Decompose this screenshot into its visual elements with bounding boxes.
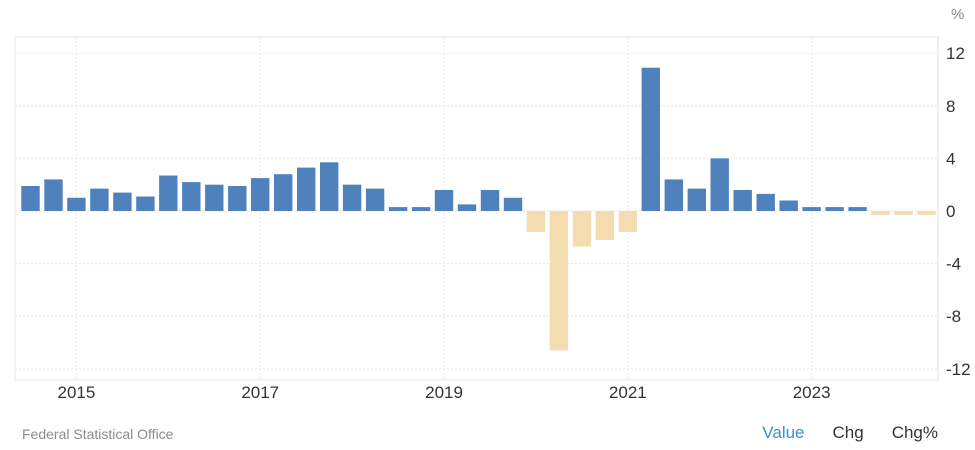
bar[interactable] [228,186,247,211]
y-tick-label: 0 [946,202,955,221]
bar[interactable] [641,67,660,211]
x-tick-label: 2021 [609,383,647,400]
bar[interactable] [871,211,890,215]
toggle-chg[interactable]: Chg [832,423,864,442]
bar[interactable] [779,200,798,212]
bar[interactable] [618,211,637,232]
bar[interactable] [342,184,362,211]
bar[interactable] [733,190,752,211]
x-tick-label: 2019 [425,383,463,400]
toggle-chg-pct[interactable]: Chg% [891,423,938,442]
bar[interactable] [595,211,615,240]
y-tick-label: -4 [946,255,961,274]
bar[interactable] [802,207,821,211]
y-tick-label: 8 [946,97,955,116]
y-axis-unit: % [951,6,965,23]
bar[interactable] [917,211,936,215]
bar[interactable] [44,179,63,211]
x-tick-label: 2023 [793,383,831,400]
bar[interactable] [756,193,775,211]
bar[interactable] [664,179,683,211]
x-tick-label: 2017 [241,383,279,400]
bar[interactable] [388,207,408,211]
bar[interactable] [365,188,385,211]
view-toggle-group: Value Chg Chg% [734,423,938,443]
bar[interactable] [113,192,132,211]
toggle-value[interactable]: Value [762,423,805,442]
bar[interactable] [67,197,86,211]
bar[interactable] [848,207,867,211]
bar[interactable] [825,207,844,211]
bar[interactable] [480,190,500,211]
bar[interactable] [90,188,109,211]
bar[interactable] [710,158,729,211]
bar[interactable] [526,211,546,232]
bar[interactable] [136,196,155,212]
bar[interactable] [549,211,569,351]
bar[interactable] [21,186,40,211]
bar[interactable] [320,162,339,211]
bar[interactable] [411,207,431,211]
y-tick-label: 12 [946,44,965,63]
y-tick-label: -12 [946,360,971,379]
bar[interactable] [159,175,178,212]
bar-chart: 12 8 4 0 -4 -8 -12 2015 2017 2019 2021 2023 [14,36,971,400]
bar[interactable] [182,182,201,211]
bar[interactable] [687,188,706,211]
y-tick-label: -8 [946,307,961,326]
x-axis: 2015 2017 2019 2021 2023 [58,383,831,400]
bar[interactable] [503,197,523,211]
bar[interactable] [251,178,270,211]
bar-series [21,67,936,351]
bar[interactable] [205,184,224,211]
bar[interactable] [274,174,293,211]
bar[interactable] [894,211,913,215]
bar[interactable] [434,190,454,211]
bar[interactable] [297,167,316,211]
y-axis: 12 8 4 0 -4 -8 -12 [937,37,971,380]
bar[interactable] [572,211,592,247]
x-tick-label: 2015 [58,383,96,400]
source-label: Federal Statistical Office [22,426,174,442]
y-tick-label: 4 [946,149,955,168]
bar[interactable] [457,204,477,211]
